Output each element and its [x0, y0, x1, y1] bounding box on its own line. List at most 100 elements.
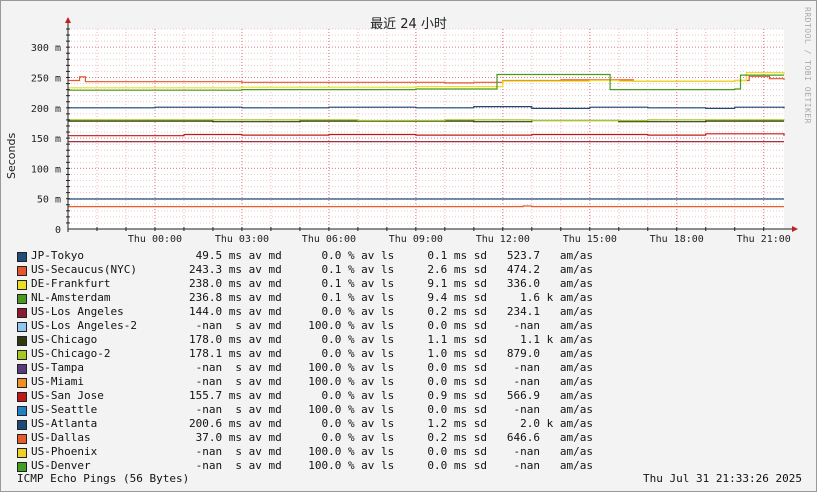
x-tick-label: Thu 15:00	[563, 234, 617, 245]
legend-series-name: US-Dallas	[31, 431, 91, 444]
y-axis-label: Seconds	[5, 132, 18, 179]
series-layer	[68, 72, 785, 208]
x-tick-label: Thu 09:00	[389, 234, 443, 245]
legend-series-stats: -nan s av md 100.0 % av ls 0.0 ms sd -na…	[189, 361, 593, 374]
legend-series-name: US-Los Angeles-2	[31, 319, 137, 332]
legend-series-stats: -nan s av md 100.0 % av ls 0.0 ms sd -na…	[189, 445, 593, 458]
x-tick-label: Thu 03:00	[215, 234, 269, 245]
x-tick-label: Thu 18:00	[650, 234, 704, 245]
legend-series-stats: -nan s av md 100.0 % av ls 0.0 ms sd -na…	[189, 403, 593, 416]
legend-swatch	[17, 364, 27, 374]
legend-swatch	[17, 448, 27, 458]
y-tick-label: 0	[55, 225, 61, 236]
x-tick-label: Thu 00:00	[128, 234, 182, 245]
series-line-us-san-jose	[68, 133, 785, 137]
x-tick-label: Thu 12:00	[476, 234, 530, 245]
legend-series-stats: 243.3 ms av md 0.1 % av ls 2.6 ms sd 474…	[189, 263, 593, 276]
legend-series-name: US-Chicago-2	[31, 347, 111, 360]
rrdtool-watermark: RRDTOOL / TOBI OETIKER	[803, 7, 812, 124]
legend-swatch	[17, 420, 27, 430]
y-tick-label: 50 m	[37, 195, 61, 206]
legend-series-name: DE-Frankfurt	[31, 277, 111, 290]
legend-series-stats: 178.1 ms av md 0.0 % av ls 1.0 ms sd 879…	[189, 347, 593, 360]
legend-series-stats: 238.0 ms av md 0.1 % av ls 9.1 ms sd 336…	[189, 277, 593, 290]
legend-row: DE-Frankfurt 238.0 ms av md 0.1 % av ls 9…	[17, 277, 817, 291]
series-line-de-frankfurt	[68, 72, 785, 89]
x-tick-label: Thu 21:00	[737, 234, 791, 245]
legend-series-name: US-Secaucus(NYC)	[31, 263, 137, 276]
legend-row: US-Los Angeles 144.0 ms av md 0.0 % av ls…	[17, 305, 817, 319]
legend-series-name: US-Chicago	[31, 333, 98, 346]
series-line-us-chicago	[68, 119, 784, 123]
legend-row: US-Chicago 178.0 ms av md 0.0 % av ls 1.1…	[17, 333, 817, 347]
legend-row: NL-Amsterdam 236.8 ms av md 0.1 % av ls 9…	[17, 291, 817, 305]
legend-row: US-Denver -nan s av md 100.0 % av ls 0.0…	[17, 459, 817, 473]
legend-series-name: JP-Tokyo	[31, 249, 84, 262]
y-tick-label: 200 m	[31, 104, 61, 115]
chart-title: 最近 24 小时	[370, 17, 447, 32]
legend-row: US-Los Angeles-2 -nan s av md 100.0 % av…	[17, 319, 817, 333]
legend-swatch	[17, 406, 27, 416]
legend-swatch	[17, 462, 27, 472]
legend-series-stats: -nan s av md 100.0 % av ls 0.0 ms sd -na…	[189, 459, 593, 472]
legend-series-stats: 178.0 ms av md 0.0 % av ls 1.1 ms sd 1.1…	[189, 333, 593, 346]
legend-swatch	[17, 378, 27, 388]
legend-swatch	[17, 336, 27, 346]
legend-row: US-Atlanta 200.6 ms av md 0.0 % av ls 1.2…	[17, 417, 817, 431]
series-line-us-dallas	[68, 205, 784, 208]
legend-swatch	[17, 322, 27, 332]
legend-series-name: US-Los Angeles	[31, 305, 124, 318]
legend-series-stats: 49.5 ms av md 0.0 % av ls 0.1 ms sd 523.…	[189, 249, 593, 262]
x-tick-label: Thu 06:00	[302, 234, 356, 245]
legend-row: US-Miami -nan s av md 100.0 % av ls 0.0 …	[17, 375, 817, 389]
legend-series-stats: 155.7 ms av md 0.0 % av ls 0.9 ms sd 566…	[189, 389, 593, 402]
legend-series-stats: 236.8 ms av md 0.1 % av ls 9.4 ms sd 1.6…	[189, 291, 593, 304]
y-tick-label: 100 m	[31, 164, 61, 175]
footer-timestamp: Thu Jul 31 21:33:26 2025	[643, 472, 802, 485]
legend-row: US-Seattle -nan s av md 100.0 % av ls 0.…	[17, 403, 817, 417]
legend-row: US-Tampa -nan s av md 100.0 % av ls 0.0 …	[17, 361, 817, 375]
legend-row: JP-Tokyo 49.5 ms av md 0.0 % av ls 0.1 m…	[17, 249, 817, 263]
legend-swatch	[17, 434, 27, 444]
legend-series-stats: 37.0 ms av md 0.0 % av ls 0.2 ms sd 646.…	[189, 431, 593, 444]
y-tick-label: 250 m	[31, 73, 61, 84]
legend-row: US-San Jose 155.7 ms av md 0.0 % av ls 0.…	[17, 389, 817, 403]
legend-swatch	[17, 252, 27, 262]
series-line-us-chicago-2	[68, 119, 785, 122]
legend-row: US-Secaucus(NYC) 243.3 ms av md 0.1 % av …	[17, 263, 817, 277]
series-line-us-atlanta	[68, 106, 785, 109]
legend-row: US-Dallas 37.0 ms av md 0.0 % av ls 0.2 …	[17, 431, 817, 445]
legend-swatch	[17, 350, 27, 360]
y-tick-label: 150 m	[31, 134, 61, 145]
legend-series-name: US-Seattle	[31, 403, 98, 416]
legend-series-name: US-Phoenix	[31, 445, 98, 458]
plot-background	[68, 29, 784, 229]
legend-swatch	[17, 266, 27, 276]
series-line-nl-amsterdam	[68, 73, 784, 91]
legend-row: US-Phoenix -nan s av md 100.0 % av ls 0.…	[17, 445, 817, 459]
legend-series-name: US-Tampa	[31, 361, 84, 374]
legend-series-name: US-Atlanta	[31, 417, 98, 430]
axis-layer	[65, 17, 798, 232]
legend-swatch	[17, 308, 27, 318]
legend: JP-Tokyo 49.5 ms av md 0.0 % av ls 0.1 m…	[17, 249, 817, 473]
legend-swatch	[17, 280, 27, 290]
footer-description: ICMP Echo Pings (56 Bytes)	[17, 472, 190, 485]
legend-series-name: NL-Amsterdam	[31, 291, 111, 304]
x-axis-arrow	[792, 226, 798, 232]
legend-series-stats: 200.6 ms av md 0.0 % av ls 1.2 ms sd 2.0…	[189, 417, 593, 430]
legend-series-stats: -nan s av md 100.0 % av ls 0.0 ms sd -na…	[189, 319, 593, 332]
legend-series-name: US-Miami	[31, 375, 84, 388]
legend-series-name: US-San Jose	[31, 389, 104, 402]
tick-label-layer: 0 50 m 100 m 150 m 200 m 250 m 300 m Thu 00:00 T…	[31, 43, 791, 245]
y-axis-arrow	[65, 17, 71, 23]
legend-row: US-Chicago-2 178.1 ms av md 0.0 % av ls 1…	[17, 347, 817, 361]
legend-swatch	[17, 392, 27, 402]
legend-series-name: US-Denver	[31, 459, 91, 472]
legend-series-stats: 144.0 ms av md 0.0 % av ls 0.2 ms sd 234…	[189, 305, 593, 318]
legend-swatch	[17, 294, 27, 304]
legend-series-stats: -nan s av md 100.0 % av ls 0.0 ms sd -na…	[189, 375, 593, 388]
y-tick-label: 300 m	[31, 43, 61, 54]
